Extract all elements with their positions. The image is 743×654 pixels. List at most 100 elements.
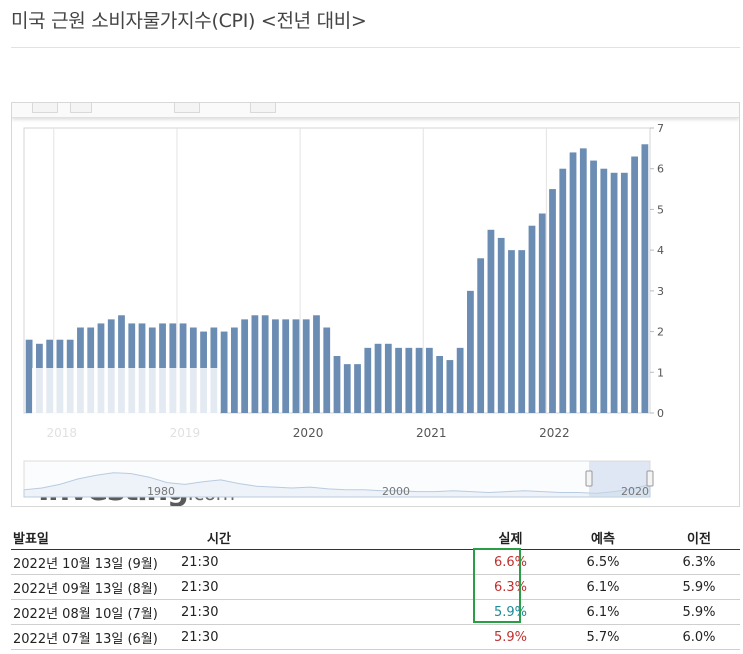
cpi-bar[interactable]	[220, 331, 228, 413]
cpi-bar[interactable]	[518, 250, 526, 413]
cpi-bar[interactable]	[343, 364, 351, 413]
table-header-row: 발표일 시간 실제 예측 이전	[11, 525, 740, 550]
x-tick-label: 2022	[539, 426, 570, 440]
actual-column-highlight	[473, 548, 521, 623]
cpi-bar[interactable]	[620, 172, 628, 413]
previous-value: 5.9%	[658, 599, 740, 625]
cpi-bar[interactable]	[292, 319, 300, 413]
chart-container: 2018201920202021202201234567 Investing.c…	[11, 102, 740, 507]
y-tick-label: 5	[657, 203, 664, 216]
release-date: 2022년 07월 13일 (6월)	[11, 624, 181, 650]
cpi-bar[interactable]	[374, 343, 382, 413]
cpi-bar[interactable]	[395, 347, 402, 413]
release-date: 2022년 10월 13일 (9월)	[11, 549, 181, 575]
navigator-selection[interactable]	[589, 461, 650, 497]
navigator-tick-label: 2000	[382, 485, 410, 498]
cpi-bar[interactable]	[528, 225, 536, 413]
cpi-bar[interactable]	[313, 315, 320, 413]
x-tick-label: 2021	[416, 426, 447, 440]
forecast-value: 6.1%	[548, 599, 658, 625]
cpi-bar[interactable]	[354, 364, 361, 413]
cpi-bar[interactable]	[333, 356, 341, 413]
cpi-bar[interactable]	[405, 347, 413, 413]
actual-value: 6.3%	[473, 574, 548, 600]
navigator-handle[interactable]	[585, 470, 593, 487]
cpi-bar[interactable]	[384, 343, 392, 413]
previous-value: 5.9%	[658, 574, 740, 600]
page-title: 미국 근원 소비자물가지수(CPI) <전년 대비>	[11, 10, 367, 32]
cpi-bar[interactable]	[323, 327, 331, 414]
cpi-bar[interactable]	[425, 347, 433, 413]
zoom-in-button[interactable]	[174, 103, 200, 113]
y-tick-label: 6	[657, 163, 664, 176]
cpi-bar[interactable]	[230, 327, 238, 414]
cpi-bar[interactable]	[364, 347, 372, 413]
cpi-bar[interactable]	[282, 319, 290, 413]
cpi-bar[interactable]	[590, 160, 597, 413]
y-tick-label: 2	[657, 326, 664, 339]
release-time: 21:30	[181, 574, 473, 600]
cpi-bar[interactable]	[118, 315, 125, 413]
release-time: 21:30	[181, 624, 473, 650]
col-previous-header: 이전	[658, 525, 740, 550]
previous-value: 6.3%	[658, 549, 740, 575]
cpi-bar[interactable]	[251, 315, 259, 413]
release-time: 21:30	[181, 599, 473, 625]
cpi-bar[interactable]	[497, 237, 505, 413]
cpi-bar[interactable]	[569, 152, 577, 413]
cpi-bar[interactable]	[415, 347, 423, 413]
col-time-header: 시간	[181, 525, 473, 550]
release-history-table: 발표일 시간 실제 예측 이전 2022년 10월 13일 (9월) 21:30…	[11, 525, 740, 650]
col-forecast-header: 예측	[548, 525, 658, 550]
cpi-bar[interactable]	[579, 148, 587, 413]
cpi-bar[interactable]	[538, 213, 546, 414]
navigator-tick-label: 1980	[147, 485, 175, 498]
range-navigator[interactable]: 1980 2000 2020	[12, 103, 739, 506]
cpi-bar[interactable]	[559, 168, 567, 413]
chart-toolbar	[12, 103, 739, 118]
chart-type-button[interactable]	[32, 103, 58, 113]
cpi-bar[interactable]	[25, 339, 33, 413]
navigator-series	[23, 472, 651, 498]
cpi-bar[interactable]	[610, 172, 618, 413]
cpi-bar[interactable]	[272, 319, 279, 413]
watermark-tile	[32, 368, 220, 414]
y-tick-label: 0	[657, 407, 664, 420]
cpi-bar[interactable]	[467, 290, 474, 413]
release-date: 2022년 09월 13일 (8월)	[11, 574, 181, 600]
zoom-out-button[interactable]	[250, 103, 276, 113]
cpi-bar[interactable]	[107, 319, 115, 413]
cpi-bar[interactable]	[446, 360, 454, 413]
actual-value: 5.9%	[473, 599, 548, 625]
release-date: 2022년 08월 10일 (7월)	[11, 599, 181, 625]
cpi-bar[interactable]	[302, 319, 310, 413]
cpi-bar[interactable]	[487, 229, 495, 413]
previous-value: 6.0%	[658, 624, 740, 650]
table-row: 2022년 10월 13일 (9월) 21:30 6.6% 6.5% 6.3%	[11, 549, 740, 575]
y-tick-label: 3	[657, 285, 664, 298]
cpi-bar[interactable]	[508, 250, 515, 413]
cpi-bar[interactable]	[477, 258, 485, 413]
chart-settings-button[interactable]	[70, 103, 92, 113]
col-actual-header: 실제	[473, 525, 548, 550]
table-row: 2022년 07월 13일 (6월) 21:30 5.9% 5.7% 6.0%	[11, 624, 740, 650]
cpi-bar[interactable]	[631, 156, 638, 414]
release-time: 21:30	[181, 549, 473, 575]
forecast-value: 6.1%	[548, 574, 658, 600]
forecast-value: 5.7%	[548, 624, 658, 650]
cpi-bar[interactable]	[549, 189, 556, 413]
x-tick-label: 2020	[293, 426, 324, 440]
cpi-bar[interactable]	[456, 347, 464, 413]
y-tick-label: 7	[657, 122, 664, 135]
y-tick-label: 4	[657, 244, 664, 257]
cpi-bar[interactable]	[600, 168, 608, 413]
navigator-tick-label: 2020	[621, 485, 649, 498]
actual-value: 6.6%	[473, 549, 548, 575]
table-row: 2022년 08월 10일 (7월) 21:30 5.9% 6.1% 5.9%	[11, 599, 740, 625]
cpi-bar[interactable]	[261, 315, 269, 413]
y-tick-label: 1	[657, 366, 664, 379]
cpi-bar[interactable]	[641, 144, 649, 413]
navigator-handle[interactable]	[646, 470, 654, 487]
cpi-bar[interactable]	[436, 356, 444, 413]
cpi-bar[interactable]	[241, 319, 249, 413]
